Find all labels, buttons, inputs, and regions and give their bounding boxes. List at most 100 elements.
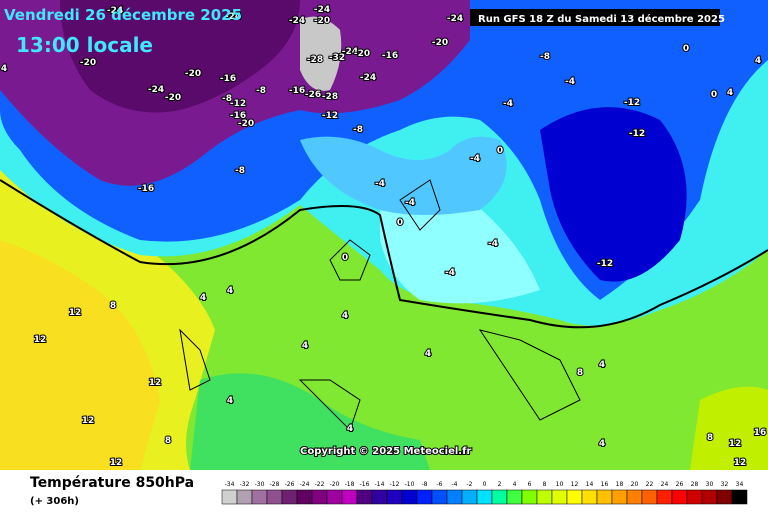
- scale-swatch: [281, 489, 298, 505]
- scale-label: -6: [437, 481, 443, 488]
- contour-label: -24: [289, 16, 305, 26]
- scale-label: -28: [270, 481, 280, 488]
- scale-label: 8: [543, 481, 547, 488]
- scale-label: 24: [661, 481, 669, 488]
- scale-label: 14: [586, 481, 594, 488]
- contour-label: -16: [138, 184, 154, 194]
- scale-label: -14: [375, 481, 385, 488]
- contour-label: -8: [222, 94, 232, 104]
- scale-swatch: [506, 489, 523, 505]
- scale-label: 0: [483, 481, 487, 488]
- contour-label: 0: [683, 44, 689, 54]
- contour-label: 4: [342, 311, 348, 321]
- contour-label: -8: [540, 52, 550, 62]
- contour-label: -24: [225, 12, 241, 22]
- scale-label: 32: [721, 481, 729, 488]
- contour-label: -24: [360, 73, 376, 83]
- scale-label: 26: [676, 481, 684, 488]
- scale-swatch: [371, 489, 388, 505]
- contour-label: -12: [624, 98, 640, 108]
- contour-labels: -24-24-24-24 -20 -24-20-20-20 -16-24-20 -8-1…: [0, 4, 767, 469]
- footer-lead: (+ 306h): [30, 496, 79, 507]
- scale-label: -32: [240, 481, 250, 488]
- footer-title: Température 850hPa: [30, 475, 194, 491]
- copyright: Copyright © 2025 Meteociel.fr: [300, 446, 471, 457]
- scale-label: 16: [601, 481, 609, 488]
- scale-swatch: [641, 489, 658, 505]
- contour-label: 12: [729, 439, 742, 449]
- contour-label: -20: [314, 16, 330, 26]
- contour-label: 8: [110, 301, 116, 311]
- scale-label: 2: [498, 481, 502, 488]
- field-teal: [190, 373, 430, 470]
- contour-label: -8: [353, 125, 363, 135]
- scale-swatch: [701, 489, 718, 505]
- scale-label: -34: [225, 481, 235, 488]
- field-deep-blue: [540, 107, 687, 282]
- scale-label: 10: [556, 481, 564, 488]
- contour-label: -20: [238, 119, 254, 129]
- contour-label: -12: [629, 129, 645, 139]
- scale-swatch: [431, 489, 448, 505]
- scale-swatch: [416, 489, 433, 505]
- scale-label: 4: [513, 481, 517, 488]
- coastline: [179, 179, 581, 431]
- isotherm-zero: [0, 179, 768, 329]
- contour-label: 0: [397, 218, 403, 228]
- contour-label: 4: [227, 286, 233, 296]
- contour-label: 12: [734, 458, 747, 468]
- contour-label: 4: [1, 64, 7, 74]
- scale-label: -16: [360, 481, 370, 488]
- scale-label: 20: [631, 481, 639, 488]
- contour-label: -32: [329, 53, 345, 63]
- scale-label: -4: [452, 481, 458, 488]
- contour-label: 0: [342, 253, 348, 263]
- contour-label: 4: [599, 439, 605, 449]
- scale-swatch: [446, 489, 463, 505]
- contour-label: -4: [405, 198, 415, 208]
- scale-label: 6: [528, 481, 532, 488]
- scale-swatch: [656, 489, 673, 505]
- scale-label: -22: [315, 481, 325, 488]
- contour-label: -8: [256, 86, 266, 96]
- contour-label: -16: [289, 86, 305, 96]
- contour-label: 8: [165, 436, 171, 446]
- scale-label: 12: [571, 481, 579, 488]
- scale-label: 22: [646, 481, 654, 488]
- scale-label: -8: [422, 481, 428, 488]
- color-scale: -34 -32 -30 -28 -26 -24 -22 -20 -18 -16 -14 -12 -10-…: [221, 481, 748, 505]
- scale-swatch: [266, 489, 283, 505]
- scale-swatch: [461, 489, 478, 505]
- time-title: 13:00 locale: [16, 33, 153, 57]
- run-box: [470, 9, 720, 26]
- contour-label: -26: [305, 90, 321, 100]
- scale-swatch: [611, 489, 628, 505]
- contour-label: 4: [227, 396, 233, 406]
- contour-label: 4: [425, 349, 431, 359]
- contour-label: -24: [107, 6, 123, 16]
- contour-label: -4: [445, 268, 455, 278]
- contour-label: -12: [322, 111, 338, 121]
- scale-swatch: [251, 489, 268, 505]
- scale-swatch: [401, 489, 418, 505]
- date-title: Vendredi 26 décembre 2025: [4, 6, 242, 24]
- scale-swatch: [626, 489, 643, 505]
- contour-label: -20: [185, 69, 201, 79]
- scale-swatch: [356, 489, 373, 505]
- scale-label: 30: [706, 481, 714, 488]
- scale-swatch: [716, 489, 733, 505]
- contour-label: -4: [488, 239, 498, 249]
- scale-swatch: [686, 489, 703, 505]
- contour-label: 4: [755, 56, 761, 66]
- contour-label: 12: [69, 308, 82, 318]
- contour-label: 12: [110, 458, 123, 468]
- contour-label: 16: [754, 428, 767, 438]
- scale-swatch: [386, 489, 403, 505]
- contour-label: -12: [230, 99, 246, 109]
- scale-swatch: [521, 489, 538, 505]
- scale-swatch: [581, 489, 598, 505]
- contour-label: -20: [354, 49, 370, 59]
- contour-label: -20: [432, 38, 448, 48]
